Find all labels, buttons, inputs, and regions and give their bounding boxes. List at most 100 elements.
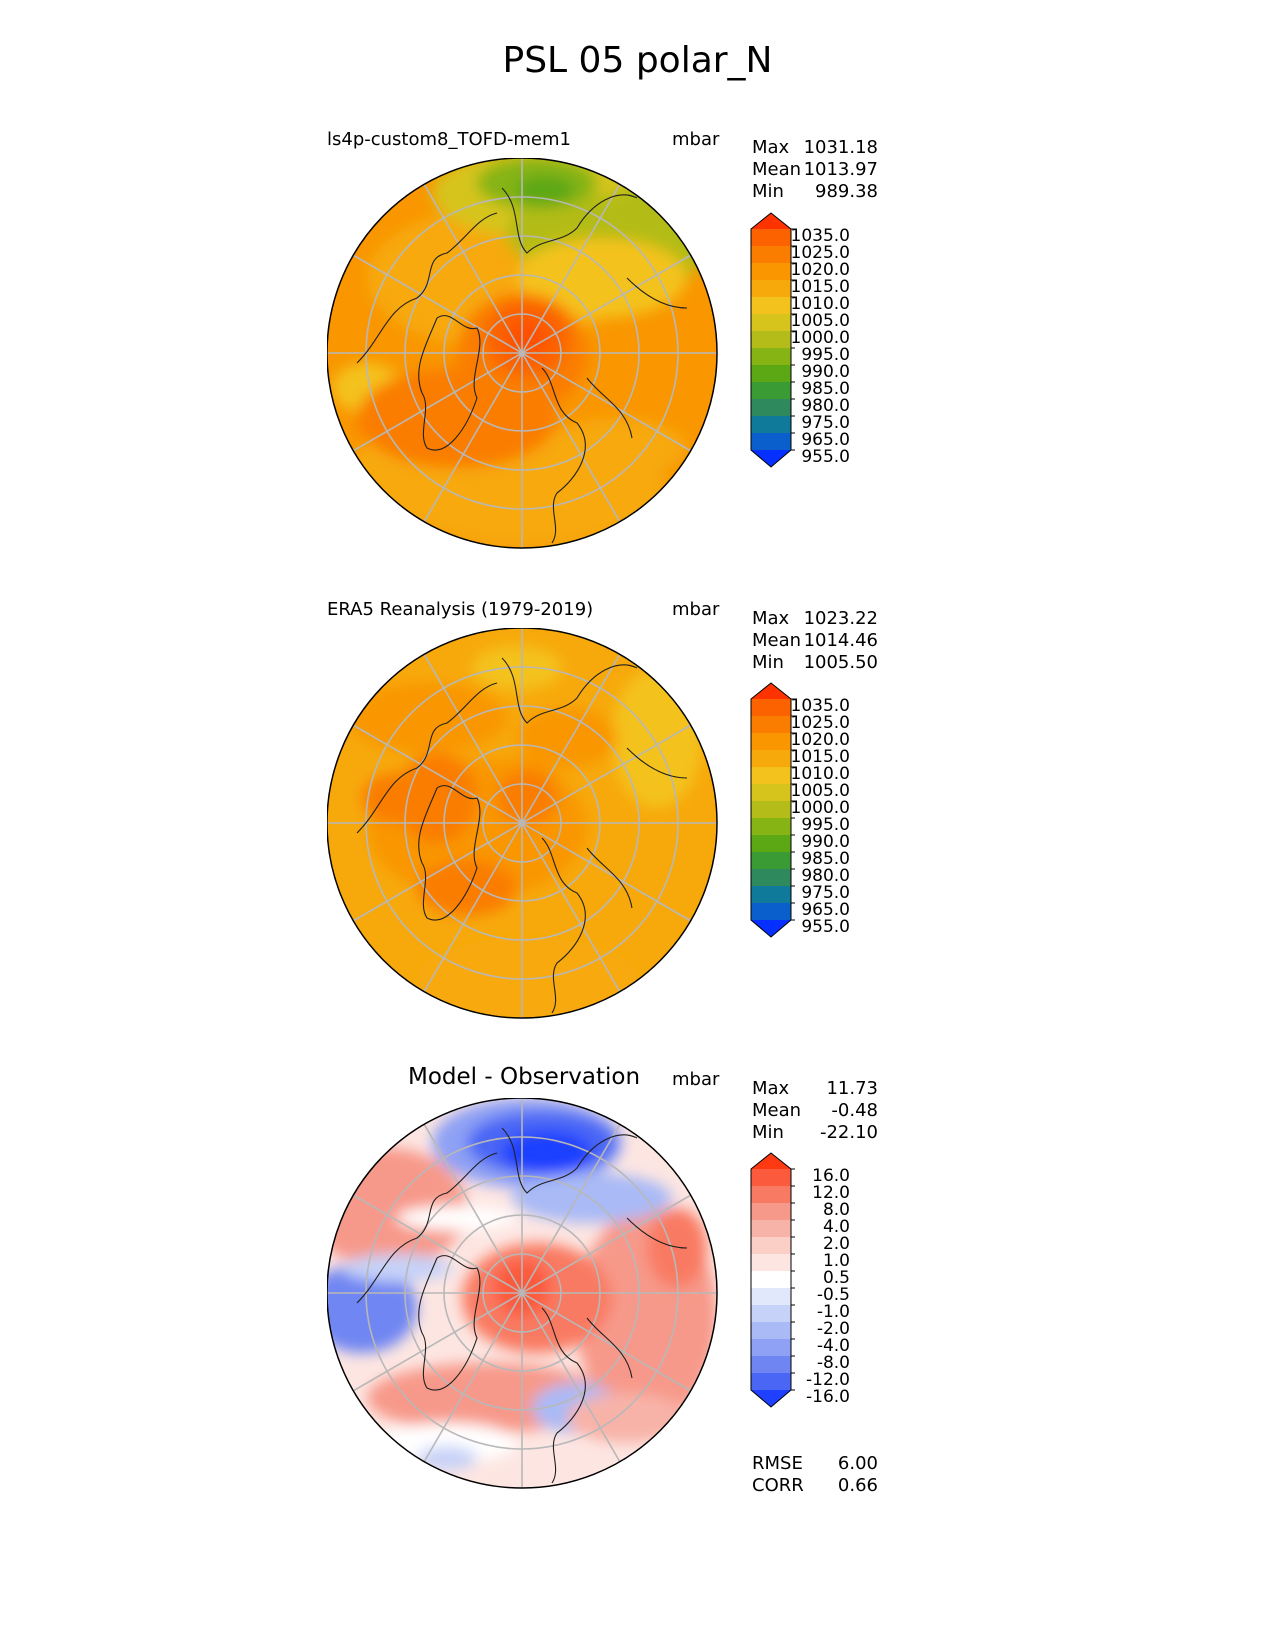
colorbar-tick-label: 995.0	[801, 345, 850, 365]
stat-value: -0.48	[831, 1100, 878, 1121]
colorbar-swatch	[751, 835, 791, 853]
stat-value: 1005.50	[803, 652, 878, 673]
colorbar-swatch	[751, 433, 791, 451]
colorbar-tick-label: 980.0	[801, 396, 850, 416]
colorbar-tick-label: 965.0	[801, 900, 850, 920]
colorbar-extend-min	[751, 1390, 791, 1407]
colorbar-swatch	[751, 801, 791, 819]
colorbar-swatch	[751, 1203, 791, 1221]
colorbar-tick-label: 1010.0	[791, 294, 850, 314]
colorbar-swatch	[751, 1186, 791, 1204]
colorbar-swatch	[751, 1322, 791, 1340]
figure-title: PSL 05 polar_N	[502, 40, 773, 81]
colorbar-swatch	[751, 1169, 791, 1187]
colorbar-tick-label: 0.5	[823, 1268, 850, 1288]
stat-min: Min -22.10	[752, 1122, 878, 1144]
colorbar-tick-label: 995.0	[801, 815, 850, 835]
stat-label: Mean	[752, 1100, 802, 1121]
panel-unit-diff: mbar	[672, 1069, 720, 1090]
stat-label: CORR	[752, 1475, 804, 1496]
colorbar-swatch	[751, 699, 791, 717]
colorbar-tick-label: 1025.0	[791, 713, 850, 733]
colorbar-tick-label: -4.0	[817, 1336, 850, 1356]
colorbar-tick-label: 975.0	[801, 413, 850, 433]
colorbar-swatch	[751, 1271, 791, 1289]
panel-unit-model: mbar	[672, 129, 720, 150]
stat-min: Min 1005.50	[752, 652, 878, 674]
stat-max: Max 1023.22	[752, 608, 878, 630]
stat-mean: Mean 1013.97	[752, 159, 878, 181]
colorbar-tick-label: 955.0	[801, 917, 850, 937]
colorbar-swatch	[751, 246, 791, 264]
stat-rmse: RMSE 6.00	[752, 1453, 878, 1475]
colorbar-tick-label: 990.0	[801, 362, 850, 382]
colorbar-tick-label: 1005.0	[791, 781, 850, 801]
panel-unit-obs: mbar	[672, 599, 720, 620]
colorbar-tick-label: 8.0	[823, 1200, 850, 1220]
colorbar-swatch	[751, 1220, 791, 1238]
colorbar-swatch	[751, 1305, 791, 1323]
colorbar-swatch	[751, 331, 791, 349]
colorbar-swatch	[751, 886, 791, 904]
colorbar-swatch	[751, 382, 791, 400]
colorbar-swatch	[751, 399, 791, 417]
colorbar-tick-label: 1015.0	[791, 277, 850, 297]
stat-max: Max 1031.18	[752, 137, 878, 159]
colorbar-svg: 1035.01025.01020.01015.01010.01005.01000…	[750, 212, 850, 468]
colorbar-tick-label: 965.0	[801, 430, 850, 450]
colorbar-swatch	[751, 229, 791, 247]
stat-value: 1013.97	[803, 159, 878, 180]
colorbar-swatch	[751, 750, 791, 768]
colorbar-swatch	[751, 733, 791, 751]
colorbar-swatch	[751, 365, 791, 383]
colorbar-tick-label: -1.0	[817, 1302, 850, 1322]
polar-map-diff	[327, 1098, 718, 1489]
colorbar-swatch	[751, 1339, 791, 1357]
colorbar-swatch	[751, 903, 791, 921]
colorbar-tick-label: 990.0	[801, 832, 850, 852]
stat-label: Mean	[752, 630, 802, 651]
stat-min: Min 989.38	[752, 181, 878, 203]
colorbar-svg: 16.012.08.04.02.01.00.5-0.5-1.0-2.0-4.0-…	[750, 1152, 850, 1408]
colorbar-tick-label: 16.0	[812, 1166, 850, 1186]
colorbar-svg: 1035.01025.01020.01015.01010.01005.01000…	[750, 682, 850, 938]
colorbar-tick-label: 980.0	[801, 866, 850, 886]
colorbar-tick-label: 985.0	[801, 379, 850, 399]
stat-value: -22.10	[819, 1122, 878, 1143]
stat-value: 0.66	[837, 1475, 878, 1496]
colorbar-tick-label: 1025.0	[791, 243, 850, 263]
colorbar-swatch	[751, 416, 791, 434]
colorbar-tick-label: 1015.0	[791, 747, 850, 767]
stat-label: Max	[752, 1078, 790, 1099]
colorbar-tick-label: 1035.0	[791, 696, 850, 716]
colorbar-tick-label: 1035.0	[791, 226, 850, 246]
colorbar-tick-label: -2.0	[817, 1319, 850, 1339]
stat-value: 1023.22	[803, 608, 878, 629]
colorbar-tick-label: 1000.0	[791, 798, 850, 818]
colorbar-tick-label: 1.0	[823, 1251, 850, 1271]
stat-label: Min	[752, 652, 784, 673]
colorbar-swatch	[751, 1254, 791, 1272]
colorbar-swatch	[751, 784, 791, 802]
colorbar-model: 1035.0 1025.0 1020.0 1015.0 1010.0 1005.0 1000…	[750, 212, 860, 473]
panel-title-diff: Model - Observation	[408, 1064, 641, 1090]
colorbar-swatch	[751, 1288, 791, 1306]
colorbar-tick-label: 975.0	[801, 883, 850, 903]
stats-box-error: RMSE 6.00 CORR 0.66	[752, 1453, 878, 1497]
colorbar-tick-label: 955.0	[801, 447, 850, 467]
colorbar-swatch	[751, 818, 791, 836]
colorbar-swatch	[751, 348, 791, 366]
polar-map-obs	[327, 628, 718, 1019]
stat-label: Mean	[752, 159, 802, 180]
colorbar-tick-label: 12.0	[812, 1183, 850, 1203]
stat-value: 11.73	[826, 1078, 878, 1099]
stat-max: Max 11.73	[752, 1078, 878, 1100]
stat-value: 1014.46	[803, 630, 878, 651]
stat-label: RMSE	[752, 1453, 803, 1474]
colorbar-swatch	[751, 314, 791, 332]
colorbar-tick-label: 1005.0	[791, 311, 850, 331]
colorbar-tick-label: 985.0	[801, 849, 850, 869]
polar-map-model	[327, 158, 718, 549]
stat-label: Min	[752, 1122, 784, 1143]
colorbar-swatch	[751, 1356, 791, 1374]
